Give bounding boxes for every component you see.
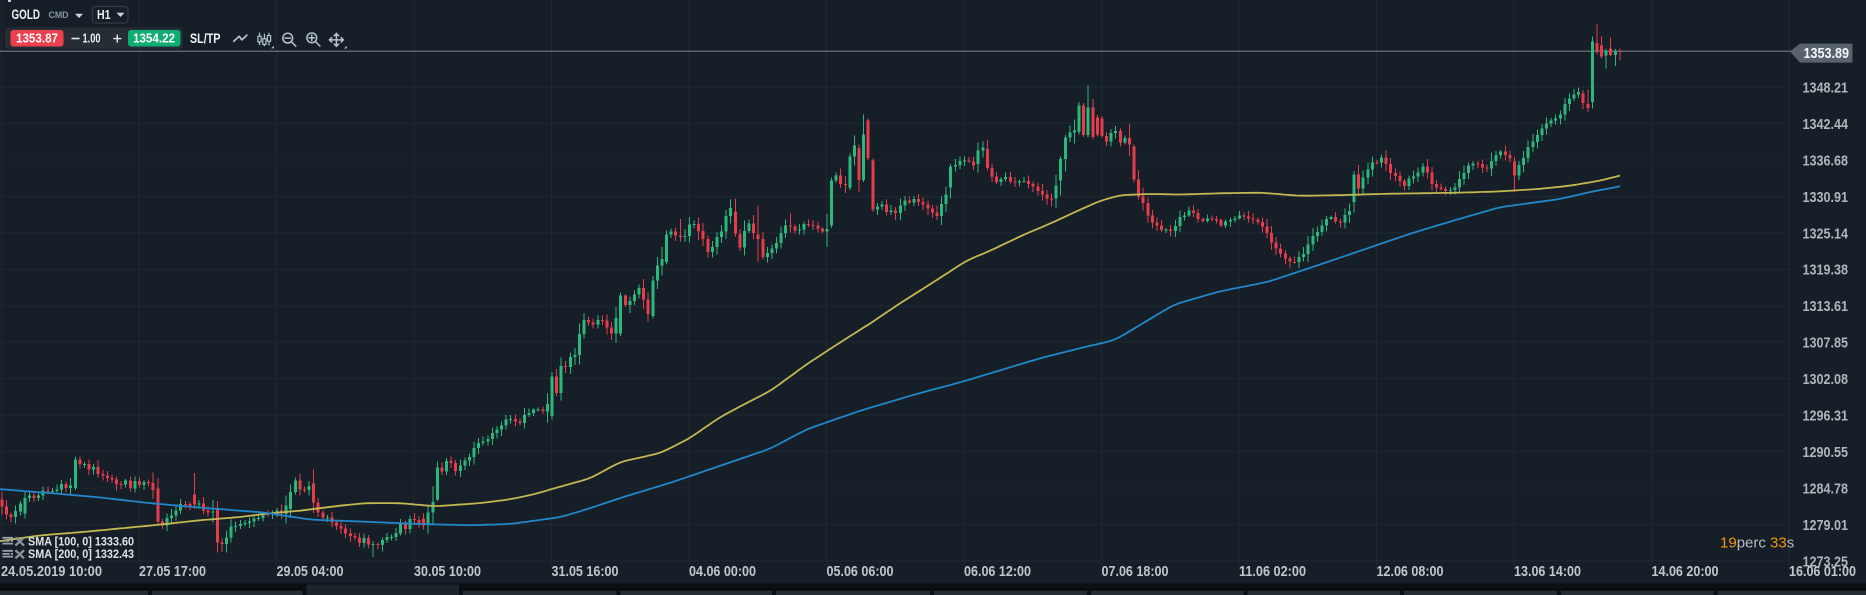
svg-text:13.06 14:00: 13.06 14:00 [1514, 564, 1581, 580]
svg-text:1348.21: 1348.21 [1803, 79, 1849, 96]
svg-text:1336.68: 1336.68 [1803, 152, 1849, 169]
svg-text:1284.78: 1284.78 [1803, 481, 1849, 498]
svg-text:1330.91: 1330.91 [1803, 189, 1849, 206]
svg-text:1353.87: 1353.87 [16, 32, 58, 46]
svg-text:1313.61: 1313.61 [1803, 298, 1849, 315]
svg-text:06.06 12:00: 06.06 12:00 [964, 564, 1031, 580]
svg-text:1307.85: 1307.85 [1803, 335, 1849, 352]
svg-text:1290.55: 1290.55 [1803, 444, 1849, 461]
svg-text:30.05 10:00: 30.05 10:00 [414, 564, 481, 580]
svg-text:SMA [200, 0] 1332.43: SMA [200, 0] 1332.43 [28, 547, 134, 561]
svg-text:SMA [100, 0] 1333.60: SMA [100, 0] 1333.60 [28, 534, 134, 548]
svg-text:07.06 18:00: 07.06 18:00 [1102, 564, 1169, 580]
svg-text:31.05 16:00: 31.05 16:00 [552, 564, 619, 580]
svg-text:12.06 08:00: 12.06 08:00 [1377, 564, 1444, 580]
svg-text:1296.31: 1296.31 [1803, 408, 1849, 425]
svg-text:1353.89: 1353.89 [1804, 45, 1850, 62]
svg-text:1325.14: 1325.14 [1803, 225, 1849, 242]
svg-text:SL/TP: SL/TP [190, 31, 221, 46]
svg-text:27.05 17:00: 27.05 17:00 [139, 564, 206, 580]
svg-text:H1: H1 [97, 8, 111, 22]
svg-text:29.05 04:00: 29.05 04:00 [277, 564, 344, 580]
svg-text:1302.08: 1302.08 [1803, 371, 1849, 388]
svg-text:11.06 02:00: 11.06 02:00 [1239, 564, 1306, 580]
svg-text:05.06 06:00: 05.06 06:00 [827, 564, 894, 580]
svg-text:1.00: 1.00 [83, 32, 101, 46]
svg-text:04.06 00:00: 04.06 00:00 [689, 564, 756, 580]
svg-text:14.06 20:00: 14.06 20:00 [1652, 564, 1719, 580]
svg-text:16.06 01:00: 16.06 01:00 [1789, 564, 1856, 580]
svg-text:CMD: CMD [49, 10, 69, 21]
svg-text:1273.25: 1273.25 [1803, 553, 1849, 570]
svg-text:GOLD: GOLD [12, 7, 41, 22]
svg-text:24.05.2019 10:00: 24.05.2019 10:00 [1, 564, 102, 580]
svg-text:1354.22: 1354.22 [133, 32, 175, 46]
svg-text:19perc 33s: 19perc 33s [1720, 534, 1794, 551]
svg-text:1279.01: 1279.01 [1803, 517, 1849, 534]
svg-text:1342.44: 1342.44 [1803, 116, 1849, 133]
svg-text:1319.38: 1319.38 [1803, 262, 1849, 279]
